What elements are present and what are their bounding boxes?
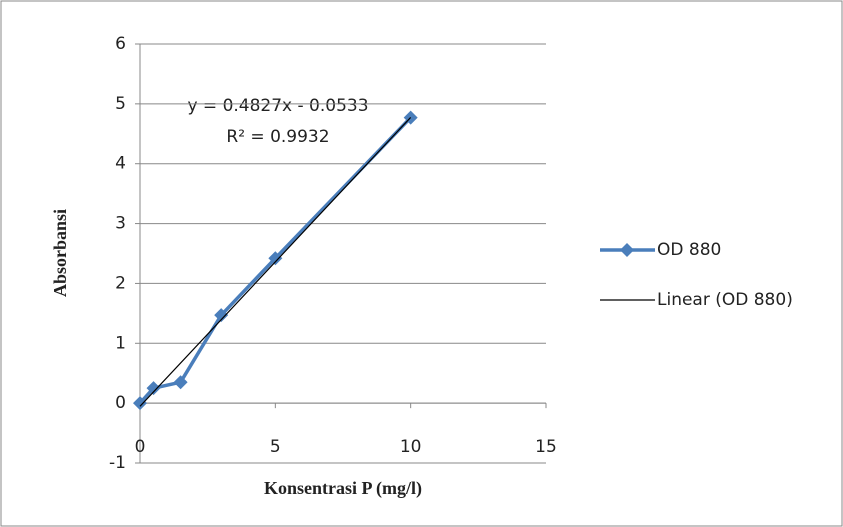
x-tick-label: 10 — [400, 437, 422, 457]
chart-border — [1, 1, 842, 526]
y-tick-label: 0 — [115, 393, 126, 413]
y-tick-label: 1 — [115, 333, 126, 353]
x-tick-label: 5 — [270, 437, 281, 457]
x-tick-label: 0 — [135, 437, 146, 457]
y-axis-title: Absorbansi — [50, 209, 70, 297]
y-tick-label: 2 — [115, 273, 126, 293]
y-tick-label: 3 — [115, 214, 126, 234]
legend-label: OD 880 — [657, 240, 721, 260]
y-tick-label: 6 — [115, 34, 126, 54]
trendline-equation: y = 0.4827x - 0.0533 — [187, 96, 368, 116]
y-tick-label: 5 — [115, 94, 126, 114]
y-tick-label: 4 — [115, 154, 126, 174]
x-tick-label: 15 — [535, 437, 557, 457]
trendline-r2: R² = 0.9932 — [226, 127, 329, 147]
legend-label: Linear (OD 880) — [657, 290, 793, 310]
y-tick-label: -1 — [109, 453, 126, 473]
chart: Konsentrasi P (mg/l) Absorbansi y = 0.48… — [0, 0, 843, 527]
x-axis-title: Konsentrasi P (mg/l) — [264, 478, 422, 499]
